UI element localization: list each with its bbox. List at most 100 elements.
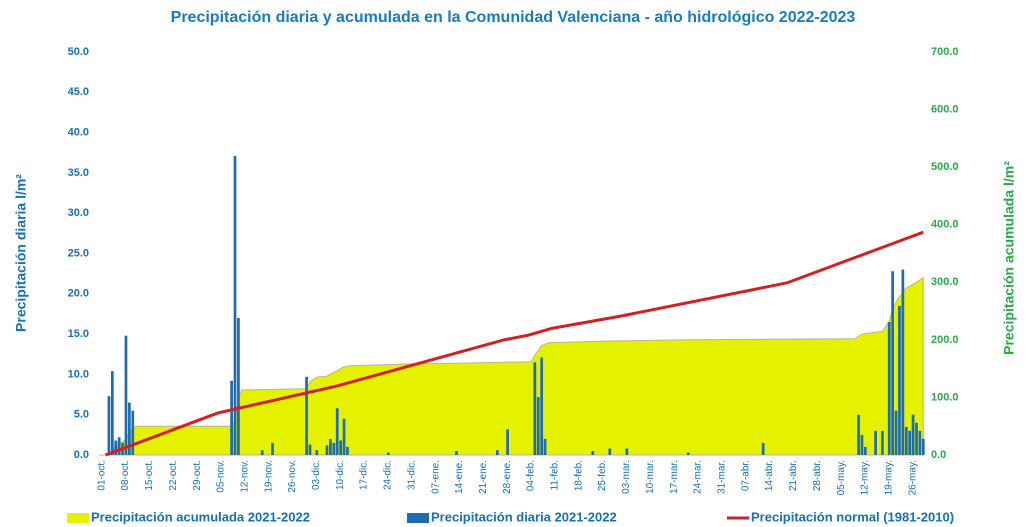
bar — [305, 376, 308, 455]
y2-tick-label: 400.0 — [931, 219, 959, 231]
y2-tick-label: 100.0 — [931, 391, 959, 403]
y-tick-label: 50.0 — [68, 46, 89, 58]
y-tick-label: 15.0 — [68, 328, 89, 340]
cumulative-area — [98, 276, 924, 456]
x-tick-label: 21-ene. — [478, 460, 489, 494]
x-tick-label: 04-feb. — [526, 460, 537, 491]
bar — [608, 448, 612, 455]
bar — [911, 414, 915, 455]
bar — [271, 442, 274, 455]
bar — [894, 410, 898, 455]
bar — [386, 452, 390, 455]
bar — [332, 442, 336, 455]
bar — [625, 448, 629, 455]
chart-title: Precipitación diaria y acumulada en la C… — [171, 9, 856, 26]
bar — [891, 271, 894, 455]
y2-tick-label: 500.0 — [931, 161, 959, 173]
x-tick-label: 17-dic. — [359, 460, 370, 490]
x-tick-label: 28-abr. — [812, 460, 823, 491]
bar — [107, 396, 111, 455]
x-tick-label: 14-abr. — [764, 460, 775, 491]
y2-tick-label: 300.0 — [931, 276, 959, 288]
bar — [686, 452, 690, 455]
y-tick-label: 45.0 — [68, 86, 89, 98]
bar — [874, 430, 877, 455]
x-tick-label: 19-nov. — [263, 460, 274, 493]
x-tick-label: 01-oct. — [96, 460, 107, 491]
x-tick-label: 05-may. — [836, 460, 847, 495]
bar — [540, 357, 544, 455]
y-tick-label: 35.0 — [68, 167, 89, 179]
x-tick-label: 05-nov. — [216, 460, 227, 493]
bar — [325, 445, 329, 455]
bar — [128, 402, 131, 455]
bar — [342, 418, 346, 455]
x-tick-label: 29-oct. — [192, 460, 203, 491]
x-tick-label: 26-may. — [907, 460, 918, 495]
bar — [131, 410, 135, 455]
y2-axis-label: Precipitación acumulada l/m² — [1001, 161, 1017, 355]
x-tick-label: 12-nov. — [239, 460, 250, 493]
x-tick-label: 25-feb. — [597, 460, 608, 491]
x-tick-label: 26-nov. — [287, 460, 298, 493]
bar — [761, 442, 765, 455]
x-tick-label: 19-may. — [883, 460, 894, 495]
x-tick-label: 11-feb. — [550, 460, 561, 490]
x-tick-label: 08-oct. — [120, 460, 131, 491]
bar — [496, 450, 499, 455]
bar — [921, 438, 925, 455]
x-tick-label: 31-mar. — [716, 460, 727, 494]
bar — [233, 155, 237, 455]
bar — [908, 430, 912, 455]
x-tick-label: 12-may. — [860, 460, 871, 495]
x-tick-label: 14-ene. — [454, 460, 465, 494]
y2-tick-label: 600.0 — [931, 103, 959, 115]
x-tick-label: 07-abr. — [740, 460, 751, 491]
y2-tick-label: 200.0 — [931, 334, 959, 346]
bar — [901, 269, 905, 455]
bar — [114, 440, 118, 455]
legend-label: Precipitación acumulada 2021-2022 — [91, 509, 310, 524]
x-tick-label: 18-feb. — [573, 460, 584, 491]
x-tick-label: 24-dic. — [383, 460, 394, 490]
y2-tick-label: 0.0 — [931, 449, 946, 461]
y-tick-label: 5.0 — [74, 409, 89, 421]
x-tick-label: 03-mar. — [621, 460, 632, 494]
bar — [881, 430, 884, 455]
bar — [887, 322, 891, 455]
y2-tick-label: 700.0 — [931, 46, 959, 58]
x-tick-label: 10-dic. — [335, 460, 346, 490]
bar — [339, 440, 342, 455]
legend-swatch — [67, 513, 89, 523]
x-tick-label: 07-ene. — [430, 460, 441, 494]
bar — [455, 450, 458, 455]
bar — [110, 371, 114, 455]
bar — [857, 414, 860, 455]
bar — [904, 426, 908, 455]
bar — [533, 362, 537, 455]
bar — [335, 408, 339, 455]
bar — [864, 446, 867, 455]
bar — [308, 444, 312, 455]
y-tick-label: 30.0 — [68, 207, 89, 219]
bar — [536, 396, 540, 455]
y-tick-label: 10.0 — [68, 368, 89, 380]
x-tick-label: 28-ene. — [502, 460, 513, 494]
bar — [918, 430, 922, 455]
bar — [860, 434, 864, 455]
x-tick-label: 21-abr. — [788, 460, 799, 491]
bar — [543, 438, 547, 455]
legend-label: Precipitación normal (1981-2010) — [751, 509, 954, 524]
bar — [237, 317, 240, 455]
y-tick-label: 0.0 — [74, 449, 89, 461]
bar — [506, 429, 509, 455]
bar — [915, 422, 918, 455]
bar — [315, 450, 319, 455]
bar — [230, 380, 233, 455]
bar — [898, 305, 901, 455]
x-tick-label: 31-dic. — [406, 460, 417, 490]
x-tick-label: 22-oct. — [168, 460, 179, 491]
x-tick-label: 03-dic. — [311, 460, 322, 490]
legend-label: Precipitación diaria 2021-2022 — [431, 509, 617, 524]
